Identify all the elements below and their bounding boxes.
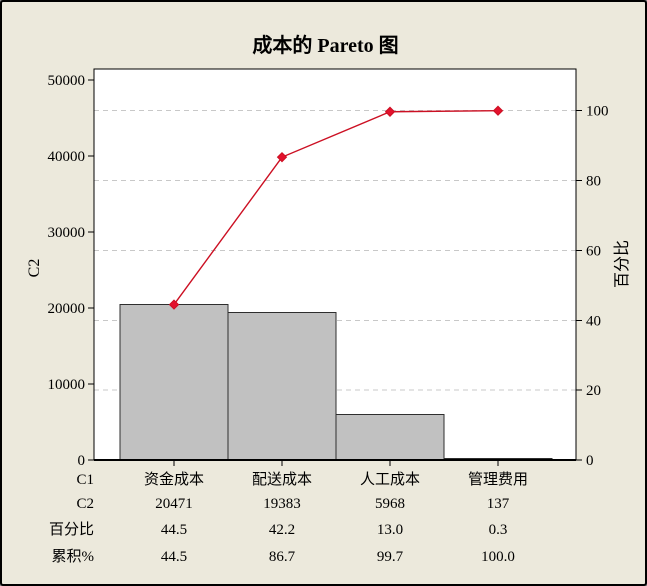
left-axis-tick-label: 20000: [48, 301, 86, 317]
table-cell: 100.0: [481, 549, 515, 565]
table-cell: 137: [486, 496, 510, 512]
table-cell: 0.3: [488, 522, 508, 538]
pareto-bar: [227, 312, 337, 461]
table-row-label: C1: [76, 472, 94, 488]
left-axis-tick-label: 50000: [48, 73, 86, 89]
table-cell: 19383: [263, 496, 301, 512]
pareto-bar: [119, 303, 229, 461]
table-cell: 管理费用: [467, 472, 528, 488]
table-cell: 资金成本: [143, 472, 204, 488]
left-axis-tick-label: 40000: [48, 149, 86, 165]
cumulative-marker: [168, 299, 180, 310]
right-axis-tick-label: 100: [586, 104, 609, 120]
cumulative-marker: [492, 105, 504, 116]
table-cell: 20471: [155, 496, 193, 512]
table-cell: 13.0: [376, 522, 404, 538]
pareto-bar: [335, 414, 445, 461]
table-cell: 44.5: [160, 522, 188, 538]
cumulative-marker: [276, 151, 288, 163]
left-axis-tick-label: 10000: [48, 377, 86, 393]
table-cell: 44.5: [160, 549, 188, 565]
table-cell: 人工成本: [359, 472, 420, 488]
cumulative-line: [173, 110, 499, 305]
right-axis-tick-label: 20: [586, 383, 601, 399]
right-axis-tick-label: 0: [586, 453, 594, 469]
right-axis-tick-label: 40: [586, 313, 601, 329]
left-axis-tick-label: 30000: [48, 225, 86, 241]
table-row-label: 累积%: [51, 549, 95, 565]
table-cell: 99.7: [376, 549, 404, 565]
table-cell: 5968: [375, 496, 405, 512]
right-axis-tick-label: 60: [586, 243, 601, 259]
right-axis-tick-label: 80: [586, 174, 601, 190]
table-cell: 42.2: [268, 522, 296, 538]
table-row-label: 百分比: [48, 522, 94, 538]
table-row-label: C2: [76, 496, 94, 512]
chart-title: 成本的 Pareto 图: [252, 35, 399, 57]
table-cell: 配送成本: [251, 472, 312, 488]
table-cell: 86.7: [268, 549, 296, 565]
left-axis-tick-label: 0: [78, 453, 86, 469]
cumulative-marker: [384, 106, 396, 117]
